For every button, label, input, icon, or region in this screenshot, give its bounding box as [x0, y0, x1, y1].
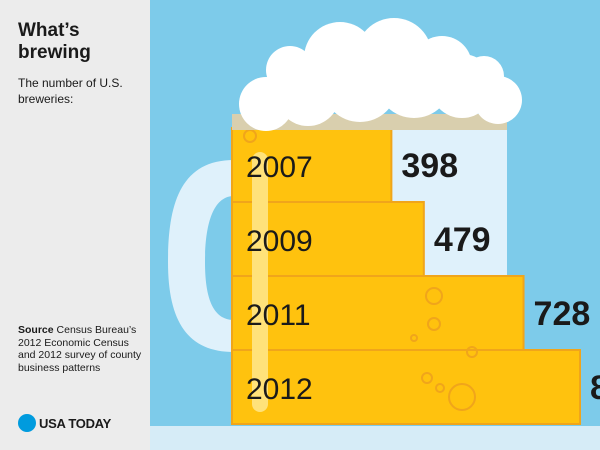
bubble-icon	[410, 334, 418, 342]
bubble-icon	[466, 346, 478, 358]
bubble-icon	[448, 383, 476, 411]
bubble-icon	[425, 287, 443, 305]
category-label: 2009	[246, 225, 313, 258]
usa-today-logo: USA TODAY	[18, 413, 111, 433]
mug-handle	[168, 160, 234, 352]
chart-subtitle: The number of U.S. breweries:	[18, 76, 123, 106]
chart-title: What’s brewing	[18, 20, 91, 63]
foam-icon	[356, 18, 432, 94]
value-label: 728	[534, 295, 591, 333]
bubble-icon	[435, 383, 445, 393]
source-text: Census Bureau’s 2012 Economic Census and…	[18, 324, 142, 374]
logo-dot-icon	[18, 414, 36, 432]
source-label: Source	[18, 324, 54, 336]
value-label: 869	[590, 369, 600, 407]
foam-icon	[412, 36, 472, 96]
foam-icon	[266, 46, 314, 94]
chart-area: 2007 398 2009 479 2011 728 2012 869	[150, 0, 600, 450]
sidebar: What’s brewing The number of U.S. brewer…	[0, 0, 150, 450]
logo-text: USA TODAY	[39, 415, 111, 431]
value-label: 398	[401, 147, 458, 185]
bubble-icon	[427, 317, 441, 331]
value-label: 479	[434, 221, 491, 259]
category-label: 2011	[246, 299, 311, 332]
glass-highlight	[252, 152, 268, 412]
beer-mug-chart: 2007 398 2009 479 2011 728 2012 869	[150, 0, 600, 450]
category-label: 2012	[246, 373, 313, 406]
category-label: 2007	[246, 151, 313, 184]
bubble-icon	[421, 372, 433, 384]
table-surface	[150, 426, 600, 450]
foam-icon	[464, 56, 504, 96]
foam-icon	[304, 22, 376, 94]
bar-2012	[231, 349, 581, 425]
source-note: Source Census Bureau’s 2012 Economic Cen…	[18, 324, 146, 374]
